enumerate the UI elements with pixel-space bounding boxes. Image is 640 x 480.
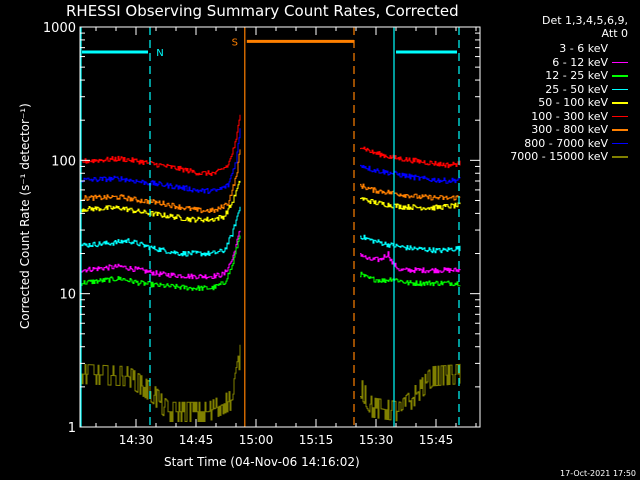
series-trace (360, 363, 461, 422)
interval-label: S (232, 37, 238, 48)
legend-item: 6 - 12 keV (478, 56, 628, 69)
series-trace (360, 164, 461, 184)
legend-swatch (612, 48, 628, 51)
series-trace (80, 230, 241, 280)
interval-label: N (156, 48, 163, 59)
x-tick-label: 15:15 (299, 433, 334, 447)
x-tick-label: 14:45 (179, 433, 214, 447)
series-trace (80, 149, 241, 214)
x-tick-label: 15:30 (359, 433, 394, 447)
legend-swatch (612, 61, 628, 63)
legend-swatch (612, 142, 628, 144)
legend-item: 25 - 50 keV (478, 83, 628, 96)
chart-title: RHESSI Observing Summary Count Rates, Co… (66, 2, 459, 20)
interval-n-0: N (80, 27, 164, 427)
y-tick-label: 10 (59, 288, 76, 303)
series-trace (360, 197, 461, 211)
series-trace (360, 146, 461, 169)
series-trace (360, 183, 461, 201)
x-tick-label: 14:30 (119, 433, 154, 447)
x-tick-label: 15:45 (419, 433, 454, 447)
legend-label: 100 - 300 keV (531, 109, 608, 123)
legend-item: 7000 - 15000 keV (478, 150, 628, 163)
series-trace (360, 287, 461, 349)
legend-swatch (612, 88, 628, 90)
series-6-12-kev (80, 230, 461, 280)
series-100-300-kev (80, 114, 461, 176)
legend-label: 7000 - 15000 keV (510, 150, 608, 163)
series-trace (360, 271, 461, 287)
y-tick-label: 1000 (43, 21, 76, 36)
y-tick-label: 100 (51, 154, 76, 169)
series-7000-15000-kev (80, 344, 461, 422)
interval-s-2: S (232, 27, 355, 427)
legend-swatch (612, 156, 628, 158)
legend-label: 3 - 6 keV (559, 42, 608, 55)
series-trace (360, 251, 461, 274)
legend-item: 800 - 7000 keV (478, 137, 628, 150)
legend-item: 100 - 300 keV (478, 110, 628, 123)
legend-header-line-2: Att 0 (601, 27, 628, 40)
y-axis-title: Corrected Count Rate (s⁻¹ detector⁻¹) (18, 103, 32, 329)
series-trace (80, 206, 241, 257)
legend-item: 300 - 800 keV (478, 123, 628, 136)
legend-label: 6 - 12 keV (552, 55, 608, 69)
series-trace (80, 114, 241, 176)
interval-n-1 (393, 27, 460, 427)
legend-swatch (612, 102, 628, 104)
legend-item: 50 - 100 keV (478, 96, 628, 109)
series-25-50-kev (80, 206, 461, 257)
series-300-800-kev (80, 149, 461, 214)
legend-label: 50 - 100 keV (538, 96, 608, 109)
series-12-25-kev (80, 235, 461, 291)
legend-swatch (612, 115, 628, 117)
series-trace (80, 180, 241, 223)
x-tick-label: 15:00 (239, 433, 274, 447)
legend-label: 800 - 7000 keV (524, 136, 608, 150)
legend-item: 12 - 25 keV (478, 69, 628, 82)
legend-header-line-1: Det 1,3,4,5,6,9, (541, 14, 628, 27)
x-axis-title: Start Time (04-Nov-06 14:16:02) (164, 455, 360, 469)
y-tick-label: 1 (68, 421, 76, 436)
legend-label: 300 - 800 keV (531, 123, 608, 136)
series-3-6-kev (80, 263, 461, 349)
series-trace (80, 344, 241, 422)
plot-frame (79, 26, 481, 428)
series-trace (80, 128, 241, 194)
render-timestamp: 17-Oct-2021 17:50 (560, 469, 636, 478)
series-trace (360, 234, 461, 254)
legend-label: 25 - 50 keV (545, 82, 608, 96)
series-trace (80, 263, 241, 349)
legend-item: 3 - 6 keV (478, 42, 628, 55)
legend-swatch (612, 75, 628, 77)
series-50-100-kev (80, 180, 461, 223)
series-trace (80, 235, 241, 291)
series-800-7000-kev (80, 128, 461, 194)
legend-swatch (612, 129, 628, 131)
legend-label: 12 - 25 keV (545, 69, 608, 82)
